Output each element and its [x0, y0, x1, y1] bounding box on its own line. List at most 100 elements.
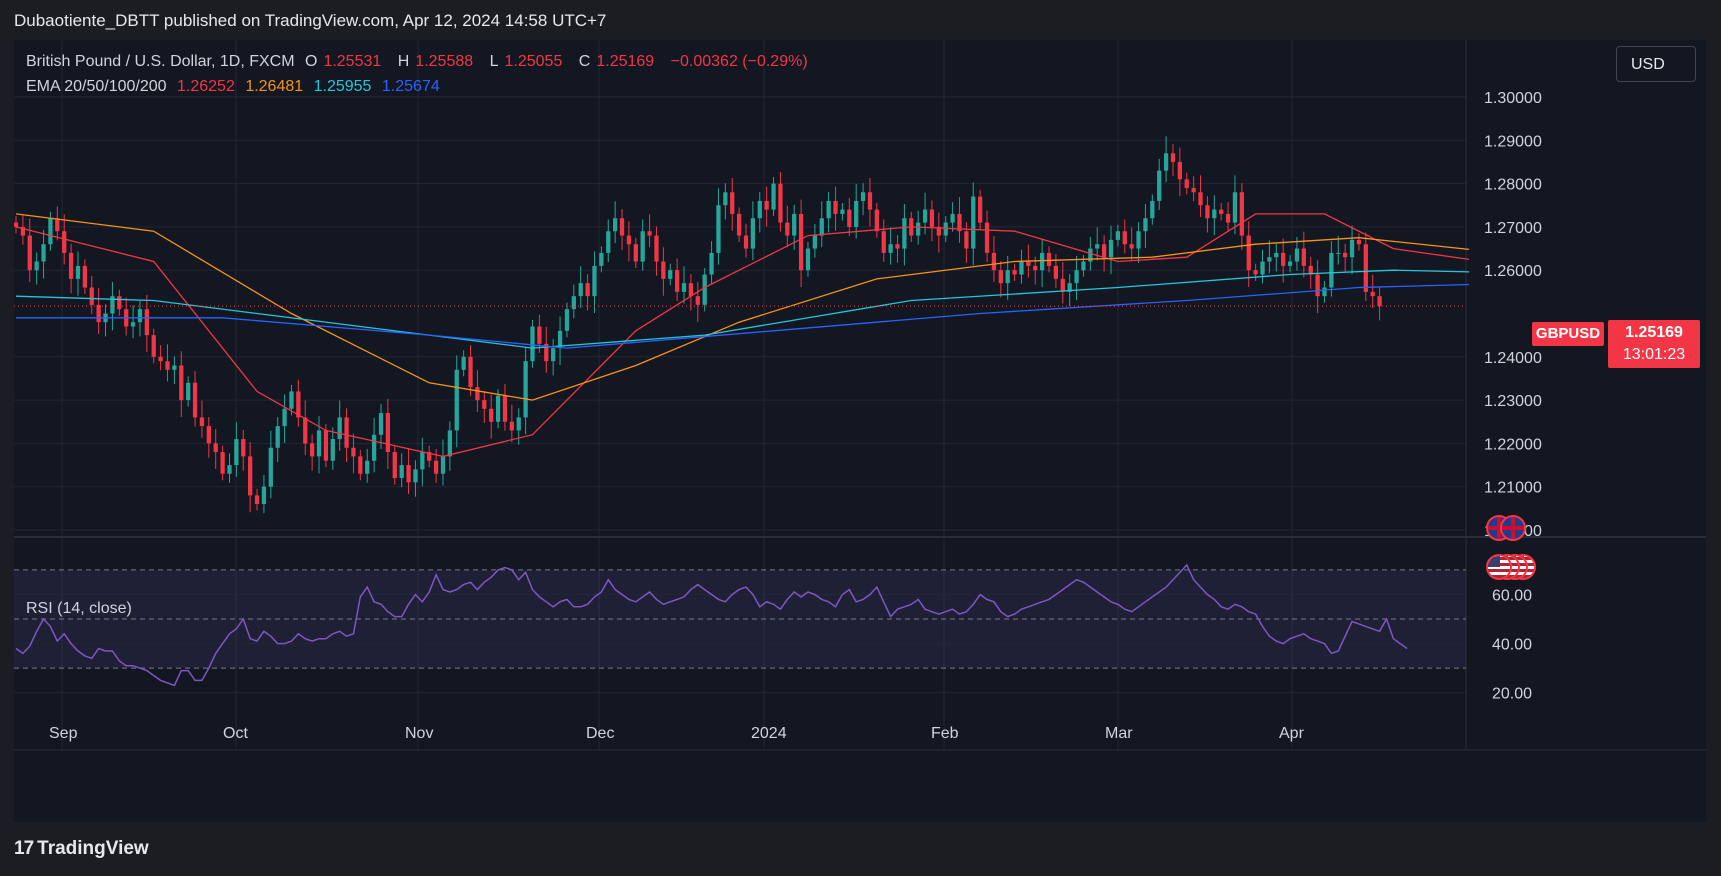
bar-countdown: 13:01:23 [1622, 346, 1686, 363]
candle-body [82, 265, 88, 288]
candle-body [399, 465, 404, 479]
ema50-value: 1.26481 [245, 78, 304, 95]
candle-body [48, 218, 53, 245]
candle-body [1294, 248, 1300, 262]
candle-body [674, 270, 680, 292]
candle-body [881, 231, 886, 253]
candle-body [1060, 278, 1065, 292]
ema200-value: 1.25674 [381, 78, 440, 95]
candle-body [840, 209, 845, 214]
symbol-title: British Pound / U.S. Dollar, 1D, FXCM [26, 53, 295, 70]
us-flag-icon[interactable] [1486, 554, 1512, 580]
candle-body [613, 218, 618, 232]
ema-legend: EMA 20/50/100/200 1.26252 1.26481 1.2595… [26, 78, 446, 96]
candle-body [427, 452, 432, 461]
ema20-value: 1.26252 [177, 78, 235, 95]
candle-body [867, 192, 873, 210]
candle-body [454, 369, 459, 431]
candle-body [275, 426, 280, 448]
candle-body [730, 192, 735, 214]
candle-body [165, 361, 170, 370]
candle-body [998, 270, 1003, 284]
ema20-line [15, 213, 1470, 458]
candle-body [55, 218, 60, 232]
candle-body [564, 309, 570, 331]
price-chart[interactable]: 1.30000 1.29000 1.28000 1.27000 1.26000 1.240… [14, 40, 1706, 822]
candle-body [461, 356, 466, 370]
rsi-line [15, 563, 1408, 687]
candle-body [950, 213, 955, 223]
candle-body [750, 218, 756, 249]
candle-body [537, 326, 542, 344]
candle-body [1212, 209, 1217, 219]
candle-body [957, 213, 962, 232]
candle-body [309, 443, 315, 457]
candle-body [626, 235, 632, 245]
candle-body [874, 209, 879, 232]
time-tick-label: Feb [931, 725, 959, 742]
candle-body [489, 408, 494, 422]
candle-body [1046, 252, 1052, 266]
candle-body [192, 382, 198, 418]
tradingview-logo[interactable]: 17 TradingView [14, 838, 149, 860]
price-tick-label: 1.30000 [1484, 90, 1542, 107]
price-tick-label: 1.27000 [1484, 220, 1542, 237]
ema200-line [16, 283, 1470, 349]
candle-body [186, 382, 191, 401]
time-tick-label: Mar [1105, 725, 1133, 742]
candle-body [1150, 200, 1155, 219]
candle-body [709, 252, 714, 275]
candle-body [1225, 213, 1231, 223]
time-tick-label: Apr [1279, 725, 1305, 742]
chart-frame[interactable]: 1.30000 1.29000 1.28000 1.27000 1.26000 1.240… [14, 40, 1706, 822]
candle-body [151, 335, 156, 357]
candle-body [1356, 239, 1362, 245]
candle-body [406, 465, 411, 483]
candle-body [916, 222, 921, 236]
candle-body [1039, 252, 1045, 271]
candle-body [96, 304, 101, 323]
close-label: C [578, 53, 591, 70]
candle-body [337, 417, 342, 440]
candle-body [723, 192, 728, 206]
candle-body [1026, 261, 1031, 266]
uk-flag-icon[interactable] [1500, 515, 1526, 541]
candle-body [371, 434, 377, 461]
candle-body [661, 261, 666, 279]
candle-body [1129, 244, 1134, 249]
candle-body [172, 365, 177, 370]
candle-body [1074, 270, 1079, 284]
candle-body [1219, 209, 1224, 214]
candle-body [1329, 252, 1334, 288]
last-price-tag: 1.25169 13:01:23 [1608, 320, 1700, 368]
candle-body [1253, 270, 1258, 275]
candle-body [778, 183, 783, 223]
ema100-value: 1.25955 [313, 78, 372, 95]
candle-body [68, 252, 74, 279]
time-tick-label: Nov [405, 725, 433, 742]
candle-body [89, 287, 94, 305]
candle-body [261, 486, 267, 505]
candle-body [1163, 153, 1169, 171]
candle-body [344, 417, 349, 448]
price-tick-label: 1.21000 [1484, 480, 1542, 497]
candle-body [1095, 244, 1100, 249]
candle-body [27, 235, 32, 271]
candle-body [316, 430, 322, 457]
candle-body [213, 443, 218, 453]
currency-button[interactable]: USD [1616, 46, 1696, 82]
candle-body [1274, 252, 1279, 258]
candle-body [785, 222, 790, 236]
time-tick-label: Sep [49, 725, 78, 742]
candle-body [1170, 153, 1176, 162]
candle-body [902, 218, 907, 249]
candle-body [557, 330, 563, 349]
candle-body [41, 244, 46, 262]
candle-body [1287, 261, 1293, 266]
candle-body [991, 252, 997, 271]
candle-body [1191, 187, 1196, 193]
candle-body [978, 196, 983, 223]
candle-body [943, 222, 948, 236]
high-label: H [397, 53, 410, 70]
candle-body [1301, 248, 1306, 266]
